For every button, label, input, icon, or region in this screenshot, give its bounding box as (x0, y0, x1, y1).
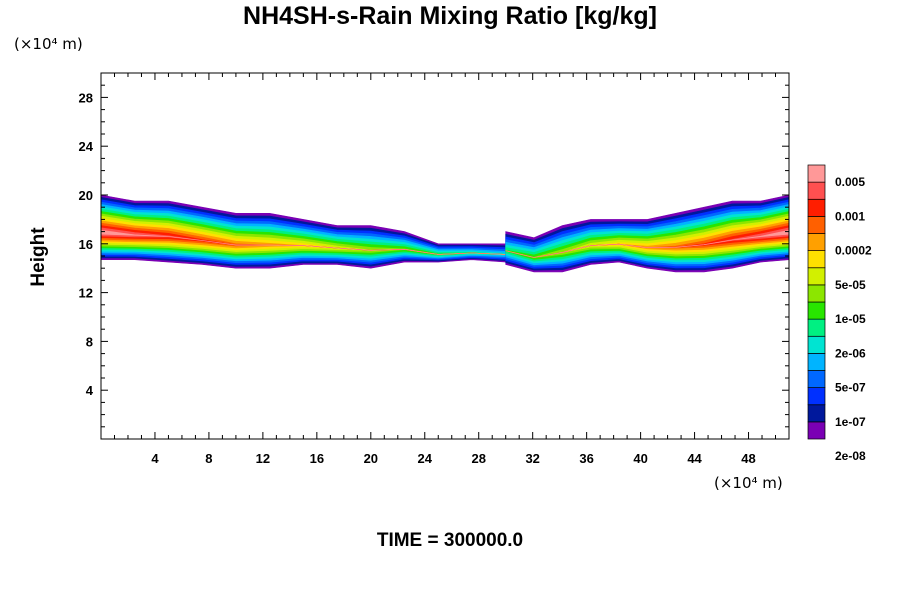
colorbar-swatch (807, 216, 826, 234)
colorbar-swatch (807, 318, 826, 337)
x-tick-label: 32 (525, 451, 539, 466)
colorbar-swatch (807, 387, 826, 406)
y-unit-label: (×10⁴ m) (14, 35, 83, 53)
x-tick-label: 28 (471, 451, 485, 466)
colorbar-swatch (807, 335, 826, 354)
x-tick-label: 40 (633, 451, 647, 466)
colorbar-label: 1e-07 (835, 415, 866, 429)
colorbar-swatch (807, 284, 826, 303)
colorbar-swatch (807, 164, 826, 183)
x-tick-label: 8 (205, 451, 212, 466)
y-tick-label: 16 (79, 237, 93, 252)
y-tick-label: 12 (79, 286, 93, 301)
colorbar-swatch (807, 353, 826, 371)
colorbar-swatch (807, 421, 826, 440)
y-tick-label: 24 (79, 139, 94, 154)
colorbar-swatch (807, 250, 826, 269)
colorbar-swatch (807, 301, 826, 320)
x-tick-label: 36 (579, 451, 593, 466)
x-tick-label: 24 (418, 451, 433, 466)
colorbar-label: 5e-05 (835, 278, 866, 292)
colorbar-label: 5e-07 (835, 381, 866, 395)
x-tick-label: 44 (687, 451, 702, 466)
colorbar: 0.005 0.001 0.0002 5e-05 1e-05 2e-06 5e-07 1e-0… (807, 164, 872, 463)
y-tick-label: 28 (79, 90, 93, 105)
colorbar-label: 0.005 (835, 175, 865, 189)
colorbar-swatch (807, 404, 826, 423)
time-label: TIME = 300000.0 (376, 530, 524, 551)
y-axis-label: Height (28, 227, 49, 287)
y-tick-label: 8 (86, 334, 93, 349)
colorbar-swatch (807, 370, 826, 388)
colorbar-swatch (807, 267, 826, 286)
x-tick-label: 4 (151, 451, 159, 466)
y-tick-label: 4 (86, 383, 94, 398)
y-tick-label: 20 (79, 188, 93, 203)
colorbar-swatch (807, 233, 826, 251)
colorbar-label: 0.0002 (835, 244, 872, 258)
colorbar-label: 2e-08 (835, 449, 866, 463)
x-tick-label: 16 (310, 451, 324, 466)
chart-title: NH4SH-s-Rain Mixing Ratio [kg/kg] (243, 2, 657, 30)
colorbar-label: 2e-06 (835, 346, 866, 360)
contour-band (101, 229, 506, 255)
colorbar-label: 0.001 (835, 209, 865, 223)
x-tick-label: 20 (364, 451, 378, 466)
x-unit-label: (×10⁴ m) (714, 474, 783, 492)
colorbar-swatch (807, 198, 826, 217)
x-tick-label: 48 (741, 451, 755, 466)
colorbar-label: 1e-05 (835, 312, 866, 326)
contour-band (505, 229, 789, 258)
colorbar-swatch (807, 181, 826, 200)
x-tick-label: 12 (256, 451, 270, 466)
